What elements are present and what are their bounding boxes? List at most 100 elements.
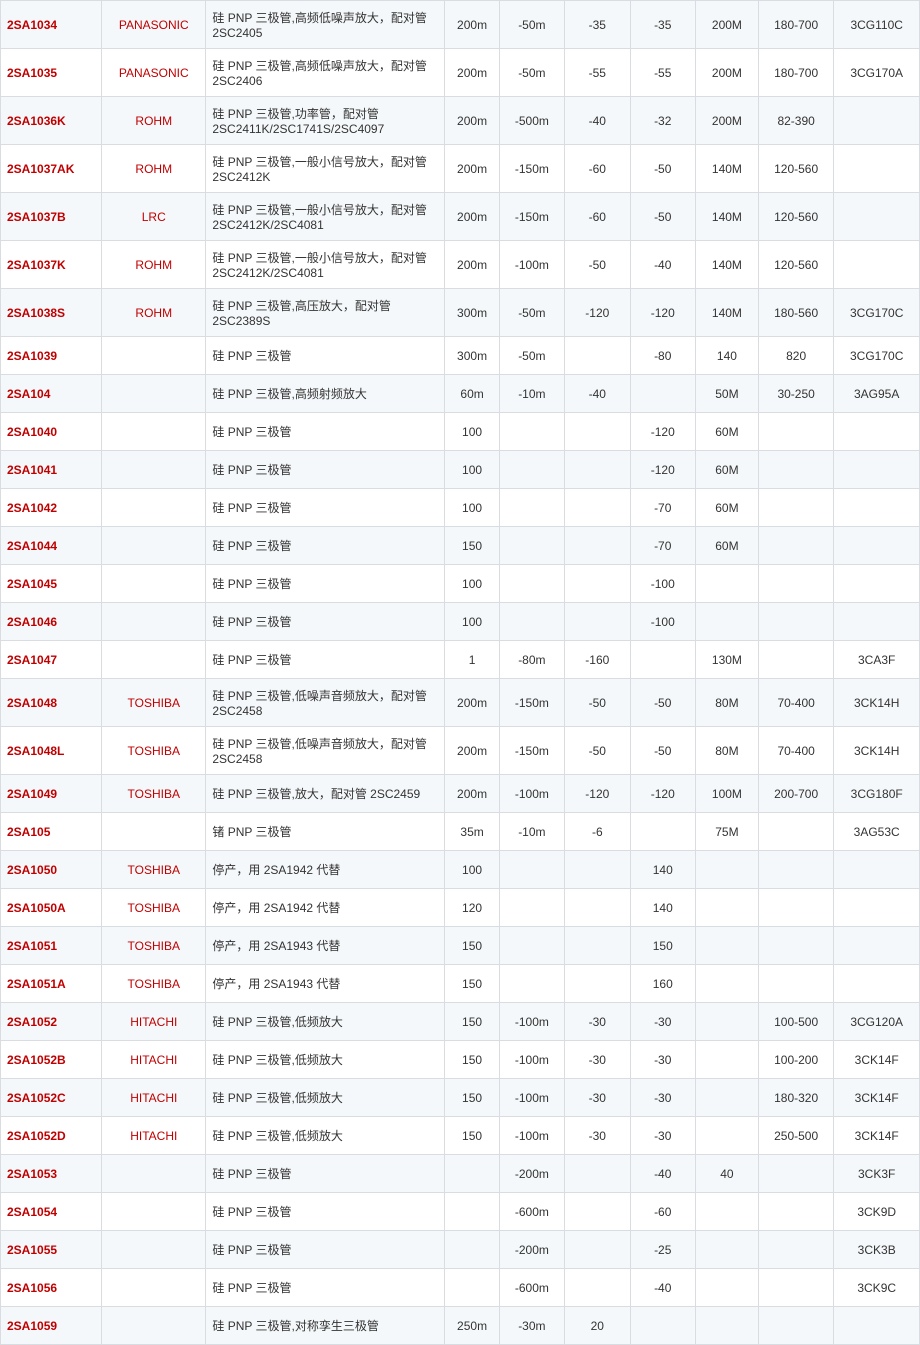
cell-p7: 3CK14F: [834, 1117, 920, 1155]
cell-p7: [834, 565, 920, 603]
cell-desc: 硅 PNP 三极管: [206, 1193, 445, 1231]
cell-part: 2SA1040: [1, 413, 102, 451]
cell-p2: -50m: [499, 289, 564, 337]
cell-desc: 停产，用 2SA1943 代替: [206, 927, 445, 965]
cell-desc: 硅 PNP 三极管,低频放大: [206, 1041, 445, 1079]
cell-p3: 20: [565, 1307, 630, 1345]
cell-maker: PANASONIC: [102, 1, 206, 49]
cell-desc: 硅 PNP 三极管,对称孪生三极管: [206, 1307, 445, 1345]
cell-p5: [695, 1231, 758, 1269]
cell-desc: 硅 PNP 三极管: [206, 337, 445, 375]
cell-p1: 200m: [445, 775, 499, 813]
cell-p3: -120: [565, 775, 630, 813]
cell-desc: 硅 PNP 三极管,低频放大: [206, 1117, 445, 1155]
cell-maker: ROHM: [102, 145, 206, 193]
cell-p2: [499, 489, 564, 527]
cell-p1: 120: [445, 889, 499, 927]
cell-maker: TOSHIBA: [102, 851, 206, 889]
cell-p1: 150: [445, 1003, 499, 1041]
cell-p3: [565, 451, 630, 489]
cell-p2: -100m: [499, 1003, 564, 1041]
cell-p6: 820: [758, 337, 834, 375]
cell-p6: [758, 489, 834, 527]
table-row: 2SA105锗 PNP 三极管35m-10m-675M3AG53C: [1, 813, 920, 851]
cell-p4: -120: [630, 451, 695, 489]
cell-p5: [695, 1307, 758, 1345]
cell-p5: 140M: [695, 289, 758, 337]
cell-p1: 100: [445, 851, 499, 889]
cell-maker: ROHM: [102, 289, 206, 337]
cell-p2: [499, 565, 564, 603]
cell-maker: TOSHIBA: [102, 679, 206, 727]
cell-p1: 200m: [445, 49, 499, 97]
cell-p1: [445, 1269, 499, 1307]
cell-maker: [102, 1231, 206, 1269]
cell-p7: 3CG110C: [834, 1, 920, 49]
cell-p3: -30: [565, 1117, 630, 1155]
cell-p5: [695, 851, 758, 889]
cell-part: 2SA1052D: [1, 1117, 102, 1155]
cell-p6: 120-560: [758, 145, 834, 193]
cell-desc: 硅 PNP 三极管,低噪声音频放大，配对管 2SC2458: [206, 727, 445, 775]
cell-p1: 200m: [445, 727, 499, 775]
cell-p5: [695, 1269, 758, 1307]
cell-p3: -50: [565, 241, 630, 289]
cell-part: 2SA1049: [1, 775, 102, 813]
cell-part: 2SA104: [1, 375, 102, 413]
table-row: 2SA1046硅 PNP 三极管100-100: [1, 603, 920, 641]
cell-p1: 60m: [445, 375, 499, 413]
cell-p5: 75M: [695, 813, 758, 851]
cell-p4: -100: [630, 603, 695, 641]
cell-p2: [499, 889, 564, 927]
cell-maker: [102, 813, 206, 851]
cell-desc: 硅 PNP 三极管,高频射频放大: [206, 375, 445, 413]
cell-p4: -50: [630, 145, 695, 193]
cell-p1: [445, 1231, 499, 1269]
table-row: 2SA1044硅 PNP 三极管150-7060M: [1, 527, 920, 565]
cell-p4: -60: [630, 1193, 695, 1231]
cell-part: 2SA1038S: [1, 289, 102, 337]
cell-maker: TOSHIBA: [102, 727, 206, 775]
cell-p5: 200M: [695, 49, 758, 97]
transistor-table: 2SA1034PANASONIC硅 PNP 三极管,高频低噪声放大，配对管 2S…: [0, 0, 920, 1345]
cell-p6: 120-560: [758, 241, 834, 289]
cell-p7: 3CK14H: [834, 727, 920, 775]
cell-p6: 180-700: [758, 1, 834, 49]
cell-p7: 3CG170A: [834, 49, 920, 97]
cell-p4: -40: [630, 241, 695, 289]
cell-part: 2SA1035: [1, 49, 102, 97]
cell-p3: [565, 1269, 630, 1307]
cell-p2: [499, 851, 564, 889]
cell-desc: 硅 PNP 三极管: [206, 413, 445, 451]
cell-maker: LRC: [102, 193, 206, 241]
cell-maker: TOSHIBA: [102, 965, 206, 1003]
cell-p4: 140: [630, 851, 695, 889]
cell-p2: -100m: [499, 241, 564, 289]
cell-maker: [102, 565, 206, 603]
cell-part: 2SA1037B: [1, 193, 102, 241]
cell-p2: -150m: [499, 193, 564, 241]
cell-part: 2SA1048L: [1, 727, 102, 775]
cell-part: 2SA1052B: [1, 1041, 102, 1079]
cell-p6: 30-250: [758, 375, 834, 413]
cell-p5: [695, 1079, 758, 1117]
cell-p2: -50m: [499, 337, 564, 375]
cell-part: 2SA1042: [1, 489, 102, 527]
cell-maker: HITACHI: [102, 1041, 206, 1079]
cell-p5: [695, 565, 758, 603]
cell-p6: 120-560: [758, 193, 834, 241]
cell-p7: [834, 145, 920, 193]
cell-p3: [565, 927, 630, 965]
cell-part: 2SA1034: [1, 1, 102, 49]
cell-p5: 60M: [695, 413, 758, 451]
cell-p3: -50: [565, 679, 630, 727]
cell-p7: 3CK14H: [834, 679, 920, 727]
cell-maker: [102, 489, 206, 527]
cell-p1: 200m: [445, 679, 499, 727]
table-row: 2SA1053硅 PNP 三极管-200m-40403CK3F: [1, 1155, 920, 1193]
cell-p6: 180-560: [758, 289, 834, 337]
cell-p7: 3CG180F: [834, 775, 920, 813]
cell-p6: [758, 889, 834, 927]
cell-p2: -150m: [499, 679, 564, 727]
cell-p1: 35m: [445, 813, 499, 851]
